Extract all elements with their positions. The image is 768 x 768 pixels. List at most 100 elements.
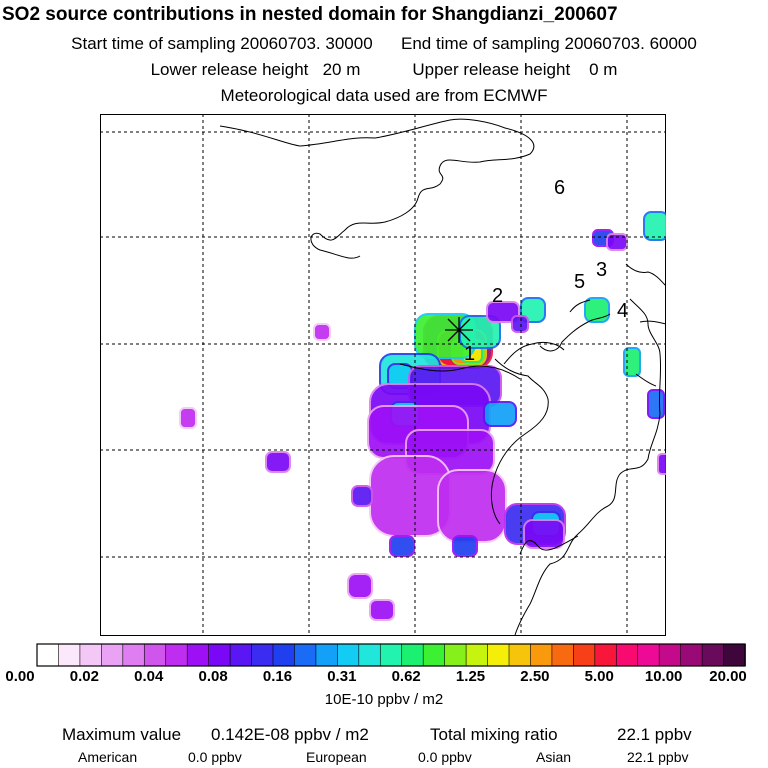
colorbar-swatch [487, 643, 510, 667]
concentration-cell [511, 315, 529, 333]
concentration-cell [313, 323, 331, 341]
concentration-cell [647, 389, 665, 419]
upper-value: 0 m [589, 60, 618, 79]
colorbar-swatch [551, 643, 575, 667]
colorbar-tick-label: 0.62 [391, 668, 421, 685]
lower-label: Lower release height [150, 60, 309, 79]
concentration-cell [523, 519, 565, 549]
concentration-cell [606, 233, 628, 251]
colorbar-swatch [358, 643, 382, 667]
european-label: European [306, 749, 367, 765]
concentration-cell [520, 297, 546, 323]
colorbar-swatch [444, 643, 467, 667]
concentration-cell [452, 535, 478, 557]
colorbar-swatch [229, 643, 253, 667]
concentration-cell [486, 301, 520, 323]
colorbar-swatch [294, 643, 317, 667]
map-plot: 1 2 3 4 5 6 [100, 114, 666, 636]
colorbar-tick-label: 2.50 [520, 668, 550, 685]
colorbar-swatch [208, 643, 231, 667]
max-value: 0.142E-08 ppbv / m2 [211, 725, 369, 744]
colorbar-swatch [337, 643, 360, 667]
colorbar-swatch [422, 643, 446, 667]
colorbar-swatch [615, 643, 639, 667]
european-value: 0.0 ppbv [418, 749, 472, 765]
asian-label: Asian [536, 749, 572, 765]
source-label-2: 2 [492, 285, 503, 307]
colorbar-tick-label: 0.16 [262, 668, 293, 685]
asian-value: 22.1 ppbv [627, 749, 689, 765]
receptor-marker [445, 317, 473, 343]
concentration-cell [265, 451, 291, 473]
concentration-cell [369, 599, 395, 621]
meteo-line: Meteorological data used are from ECMWF [220, 86, 548, 105]
concentration-cell [643, 211, 666, 241]
concentration-cell [623, 347, 641, 377]
start-label: Start time of sampling [71, 34, 236, 53]
lower-value: 20 m [322, 60, 361, 79]
colorbar-swatch [101, 643, 124, 667]
american-label: American [78, 749, 138, 765]
colorbar-swatch [465, 643, 489, 667]
coastlines [219, 118, 666, 636]
concentration-cell [351, 485, 373, 507]
colorbar-swatch [143, 643, 167, 667]
colorbar-swatch [58, 643, 81, 667]
source-label-4: 4 [617, 300, 628, 322]
source-label-3: 3 [596, 259, 607, 281]
colorbar-frame [36, 643, 746, 667]
colorbar-tick-label: 0.00 [5, 668, 35, 685]
release-height-line: Lower release height 20 m Upper release … [0, 60, 768, 80]
american-value: 0.0 ppbv [188, 749, 242, 765]
colorbar-tick-label: 0.08 [198, 668, 228, 685]
colorbar-tick-label: 20.00 [709, 668, 747, 685]
colorbar-swatch [701, 643, 725, 667]
concentration-cell [483, 401, 517, 427]
total-value: 22.1 ppbv [617, 725, 692, 744]
colorbar-swatch [680, 643, 703, 667]
total-label: Total mixing ratio [430, 725, 558, 744]
colorbar-swatch [401, 643, 424, 667]
sampling-time-line: Start time of sampling 20060703. 30000 E… [0, 34, 768, 54]
source-label-5: 5 [574, 271, 585, 293]
concentration-cell [657, 453, 666, 475]
colorbar-tick-label: 5.00 [584, 668, 614, 685]
colorbar-tick-label: 0.31 [327, 668, 357, 685]
colorbar-swatch [637, 643, 660, 667]
colorbar-swatch [315, 643, 339, 667]
colorbar-swatch [379, 643, 403, 667]
colorbar-swatch [573, 643, 596, 667]
colorbar-swatch [251, 643, 274, 667]
colorbar-swatch [79, 643, 103, 667]
colorbar-unit: 10E-10 ppbv / m2 [324, 691, 444, 708]
concentration-cell [437, 469, 507, 543]
colorbar-swatch [165, 643, 188, 667]
colorbar-swatch [36, 643, 60, 667]
concentration-cell [347, 573, 373, 599]
source-labels: 1 2 3 4 5 6 [464, 177, 628, 365]
upper-label: Upper release height [412, 60, 571, 79]
gridlines [100, 114, 666, 636]
source-label-6: 6 [554, 177, 565, 199]
concentration-cell [459, 315, 501, 349]
concentration-cell [389, 535, 415, 557]
colorbar-tick-label: 10.00 [644, 668, 683, 685]
end-value: 20060703. 60000 [564, 34, 697, 53]
colorbar-swatch [723, 643, 746, 667]
colorbar-tick-label: 1.25 [455, 668, 486, 685]
colorbar-swatch [530, 643, 553, 667]
chart-title: SO2 source contributions in nested domai… [2, 4, 618, 25]
concentration-cell [584, 297, 610, 323]
start-value: 20060703. 30000 [240, 34, 373, 53]
colorbar-tick-label: 0.02 [69, 668, 99, 685]
colorbar-swatch [186, 643, 210, 667]
colorbar [36, 643, 746, 667]
max-label: Maximum value [62, 725, 182, 744]
concentration-cell [179, 407, 197, 429]
colorbar-swatch [122, 643, 146, 667]
source-label-1: 1 [464, 343, 475, 365]
colorbar-swatch [658, 643, 682, 667]
colorbar-swatch [594, 643, 618, 667]
colorbar-tick-label: 0.04 [134, 668, 164, 685]
end-label: End time of sampling [401, 34, 560, 53]
